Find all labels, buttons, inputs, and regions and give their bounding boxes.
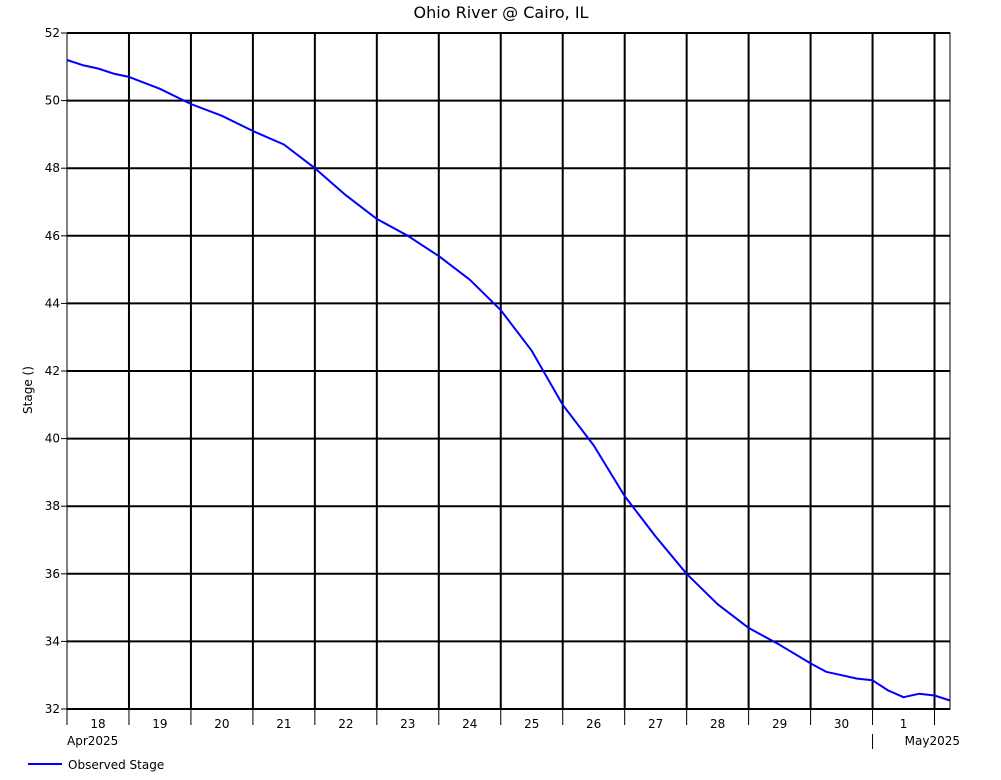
y-tick-label: 36 [45,567,60,581]
x-tick-label: 27 [648,717,663,731]
series-layer [66,59,951,702]
x-tick-label: 22 [338,717,353,731]
x-tick-label: 19 [152,717,167,731]
x-tick-label: 30 [834,717,849,731]
legend: Observed Stage [28,758,164,772]
chart-title: Ohio River @ Cairo, IL [414,3,589,22]
x-tick-label: 24 [462,717,477,731]
x-tick-label: 25 [524,717,539,731]
legend-label-observed-stage: Observed Stage [68,758,164,772]
x-tick-label: 29 [772,717,787,731]
x-axis: 18 19 20 21 22 23 24 25 26 27 28 29 30 1 Apr2025 May202… [66,709,960,749]
x-tick-label: 23 [400,717,415,731]
y-tick-label: 38 [45,499,60,513]
y-tick-label: 46 [45,229,60,243]
y-tick-label: 32 [45,702,60,716]
y-tick-label: 44 [45,296,60,310]
x-tick-label: 1 [900,717,908,731]
x-tick-label: 21 [276,717,291,731]
y-tick-label: 34 [45,634,60,648]
y-axis-label: Stage () [21,366,35,414]
y-tick-label: 50 [45,94,60,108]
y-tick-label: 52 [45,26,60,40]
x-tick-label: 18 [90,717,105,731]
y-tick-label: 48 [45,161,60,175]
y-tick-label: 42 [45,364,60,378]
x-tick-label: 26 [586,717,601,731]
x-month-label: Apr2025 [67,734,118,748]
grid [67,32,950,710]
series-line-observed-stage [66,59,951,702]
y-axis: 32 34 36 38 40 42 44 46 48 50 52 [45,26,67,716]
x-tick-label: 20 [214,717,229,731]
x-month-label: May2025 [905,734,960,748]
y-tick-label: 40 [45,432,60,446]
x-tick-label: 28 [710,717,725,731]
